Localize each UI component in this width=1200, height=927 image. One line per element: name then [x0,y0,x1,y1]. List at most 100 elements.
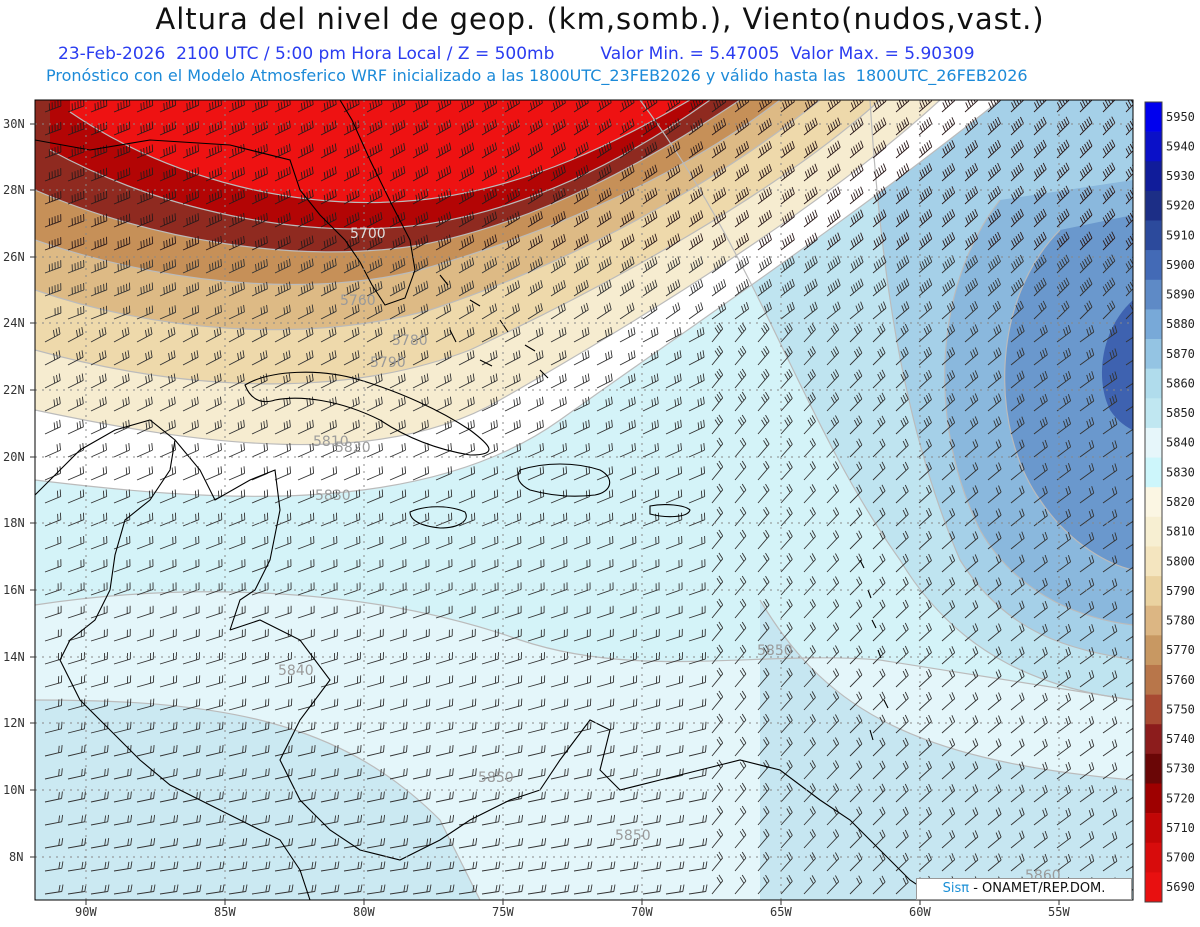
legend-swatch [1145,279,1162,310]
wind-barb [780,552,793,573]
wind-barb [1033,577,1048,596]
wind-barb [343,838,363,849]
wind-barb [895,737,909,757]
wind-barb [619,419,636,435]
wind-barb [320,745,339,757]
wind-barb [1079,348,1095,366]
wind-barb [458,675,477,688]
wind-barb [918,209,933,228]
wind-barb [67,213,85,228]
wind-barb [297,535,315,550]
wind-barb [803,829,816,849]
wind-barb [711,667,724,688]
wind-barb [964,255,979,274]
wind-barb [297,304,314,320]
wind-barb [182,768,201,780]
wind-barb [895,622,909,642]
wind-barb [688,675,707,688]
wind-barb [596,535,614,550]
wind-barb [941,209,956,228]
wind-barb [964,761,979,780]
wind-barb [1125,635,1133,642]
wind-barb [113,861,133,872]
wind-barb [182,861,202,872]
wind-barb [918,100,933,113]
legend-swatch [1145,250,1162,281]
wind-barb [642,210,658,228]
wind-barb [343,281,360,297]
legend-swatch [1145,546,1162,577]
wind-barb [1102,463,1118,481]
wind-barb [274,535,292,550]
wind-barb [734,437,747,458]
wind-barb [182,721,201,734]
wind-barb [1125,210,1133,228]
wind-barb [251,652,269,665]
wind-barb [872,100,887,113]
florida-coast [35,100,416,306]
wind-barb [734,322,747,343]
wind-barb [573,350,590,366]
wind-barb [159,675,178,688]
wind-barb [412,721,431,734]
wind-barb [1079,325,1095,343]
wind-barb [182,259,200,274]
wind-barb [734,187,750,205]
wind-barb [987,623,1002,642]
wind-barb [136,814,156,826]
wind-barb [918,829,932,849]
wind-barb [642,466,660,481]
wind-barb [44,559,62,573]
wind-barb [550,350,567,366]
wind-barb [67,652,85,665]
wind-barb [366,212,383,228]
wind-barb [412,884,432,895]
wind-barb [734,345,747,366]
wind-barb [1102,831,1118,849]
wind-barb [1102,254,1116,274]
legend-label: 5910 [1166,228,1195,242]
wind-barb [90,236,108,251]
wind-barb [826,852,840,872]
wind-barb [366,443,383,458]
wind-barb [895,714,909,734]
wind-barb [182,305,200,320]
wind-barb [274,861,294,872]
wind-barb [1125,681,1133,688]
wind-barb [159,350,176,366]
wind-barb [757,667,770,688]
wind-barb [159,605,177,619]
wind-barb [826,163,841,182]
wind-barb [734,713,747,734]
wind-barb [895,553,909,573]
wind-barb [366,281,383,297]
legend-label: 5880 [1166,317,1195,331]
wind-barb [757,598,770,619]
wind-barb [1056,509,1072,527]
wind-barb [458,838,478,849]
wind-barb [90,144,108,159]
wind-barb [366,698,385,711]
wind-barb [803,553,816,573]
wind-barb [320,535,338,550]
field-5900 [1101,300,1133,430]
wind-barb [918,186,933,205]
wind-barb [1033,416,1048,435]
wind-barb [389,142,406,159]
wind-barb [159,838,179,849]
wind-barb [803,438,816,458]
map-field: 5700 5760 5780 5790 5810 5820 5830 5840 … [35,100,1133,900]
wind-barb [780,736,793,757]
wind-barb [274,675,293,688]
wind-barb [619,373,636,389]
wind-barb [826,346,840,366]
wind-barb [274,189,291,205]
wind-barb [136,721,155,734]
wind-barb [366,535,384,550]
wind-barb [67,236,85,251]
wind-barb [1033,277,1047,297]
wind-barb [228,120,245,136]
wind-barb [527,861,547,872]
wind-barb [849,323,863,343]
wind-barb [366,791,385,803]
